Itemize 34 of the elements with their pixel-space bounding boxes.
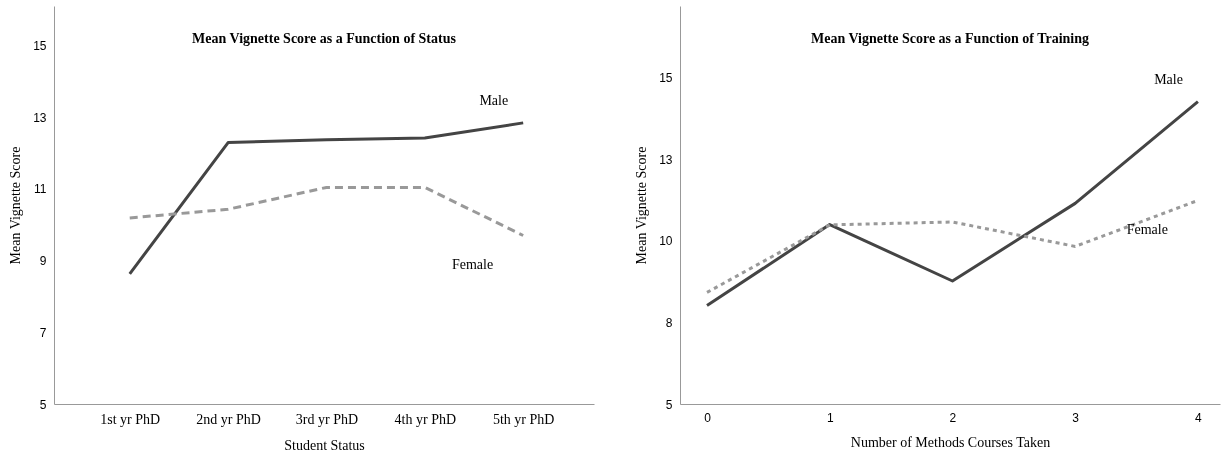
x-tick-label: 4th yr PhD [394,411,457,427]
x-tick-label: 3rd yr PhD [295,411,359,427]
line-series [128,185,525,237]
x-axis-title: Number of Methods Courses Taken [850,434,1051,450]
series-label: Female [1126,222,1168,238]
x-tick-label: 3 [1072,410,1080,425]
y-tick-label: 11 [34,182,47,197]
y-tick-label: 15 [33,38,47,53]
series-label: Male [1154,71,1183,87]
text: Mean Vignette Score as a Function of Training [810,31,1090,46]
x-tick-label: 0 [704,410,712,425]
y-tick-label: 13 [33,110,47,125]
x-tick-label: 5th yr PhD [492,411,555,427]
y-tick-label: 9 [39,254,47,269]
series-label: Male [479,92,509,108]
y-tick-label: 10 [659,234,673,249]
y-tick-label: 13 [659,152,673,167]
y-tick-label: 5 [665,397,673,412]
line-series [128,121,525,276]
y-tick-label: 5 [39,397,47,412]
y-tick-label: 15 [659,71,673,86]
y-tick-label: 7 [39,325,47,340]
line-series [705,100,1200,307]
y-axis-title: Mean Vignette Score [634,146,650,265]
text: Female [451,257,494,273]
x-tick-label: 4 [1195,410,1203,425]
x-tick-label: 2 [949,410,957,425]
y-axis-title: Mean Vignette Score [8,146,24,265]
y-tick-label: 8 [665,315,673,330]
x-axis-title: Student Status [284,437,365,453]
x-tick-label: 2nd yr PhD [196,411,261,427]
text: Mean Vignette Score as a Function of Status [192,31,457,46]
x-tick-label: 1 [826,410,834,425]
x-tick-label: 1st yr PhD [100,411,161,427]
